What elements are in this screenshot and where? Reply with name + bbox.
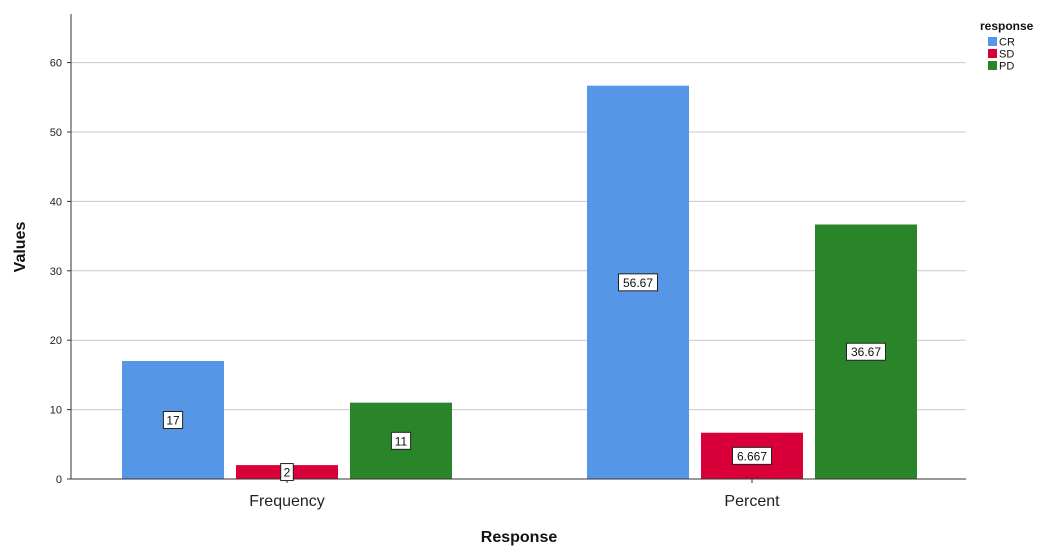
y-tick-labels: 0 10 20 30 40 50 60: [50, 58, 71, 486]
legend-label-cr: CR: [999, 37, 1015, 49]
x-tick-label-percent: Percent: [724, 493, 780, 510]
x-axis-title: Response: [481, 529, 558, 546]
y-tick-label-50: 50: [50, 127, 62, 139]
y-tick-label-40: 40: [50, 196, 62, 208]
data-label-box: [162, 411, 184, 430]
y-tick-label-0: 0: [56, 474, 62, 486]
x-tick-labels: Frequency Percent: [249, 479, 780, 510]
data-label-text: 56.67: [623, 276, 653, 290]
data-label-text: 11: [395, 434, 408, 448]
legend-swatch-pd: [988, 61, 997, 70]
data-label-text: 6.667: [737, 449, 767, 463]
data-label-percent-cr: 56.67: [618, 273, 658, 292]
y-tick-label-30: 30: [50, 266, 62, 278]
y-axis-title: Values: [12, 222, 29, 273]
data-label-percent-pd: 36.67: [846, 342, 886, 361]
data-label-frequency-cr: 17: [162, 411, 184, 430]
legend-swatch-sd: [988, 49, 997, 58]
data-labels: 17 2 11 56.67 6.667 36.67: [162, 273, 886, 482]
y-tick-label-10: 10: [50, 405, 62, 417]
legend-label-pd: PD: [999, 61, 1014, 73]
legend-label-sd: SD: [999, 49, 1014, 61]
y-tick-label-60: 60: [50, 58, 62, 70]
x-tick-label-frequency: Frequency: [249, 493, 325, 510]
data-label-box: [390, 431, 412, 450]
legend-swatch-cr: [988, 37, 997, 46]
y-tick-label-20: 20: [50, 335, 62, 347]
data-label-text: 17: [166, 414, 180, 428]
legend-title: response: [980, 19, 1034, 33]
data-label-box: [732, 446, 772, 465]
data-label-frequency-pd: 11: [390, 431, 412, 450]
axes: [70, 14, 966, 480]
data-label-box: [846, 342, 886, 361]
data-label-box: [280, 463, 294, 482]
data-label-percent-sd: 6.667: [732, 446, 772, 465]
data-label-text: 36.67: [851, 345, 881, 359]
data-label-box: [618, 273, 658, 292]
data-label-frequency-sd: 2: [280, 463, 294, 482]
bars: [122, 85, 917, 479]
data-label-text: 2: [284, 466, 291, 480]
